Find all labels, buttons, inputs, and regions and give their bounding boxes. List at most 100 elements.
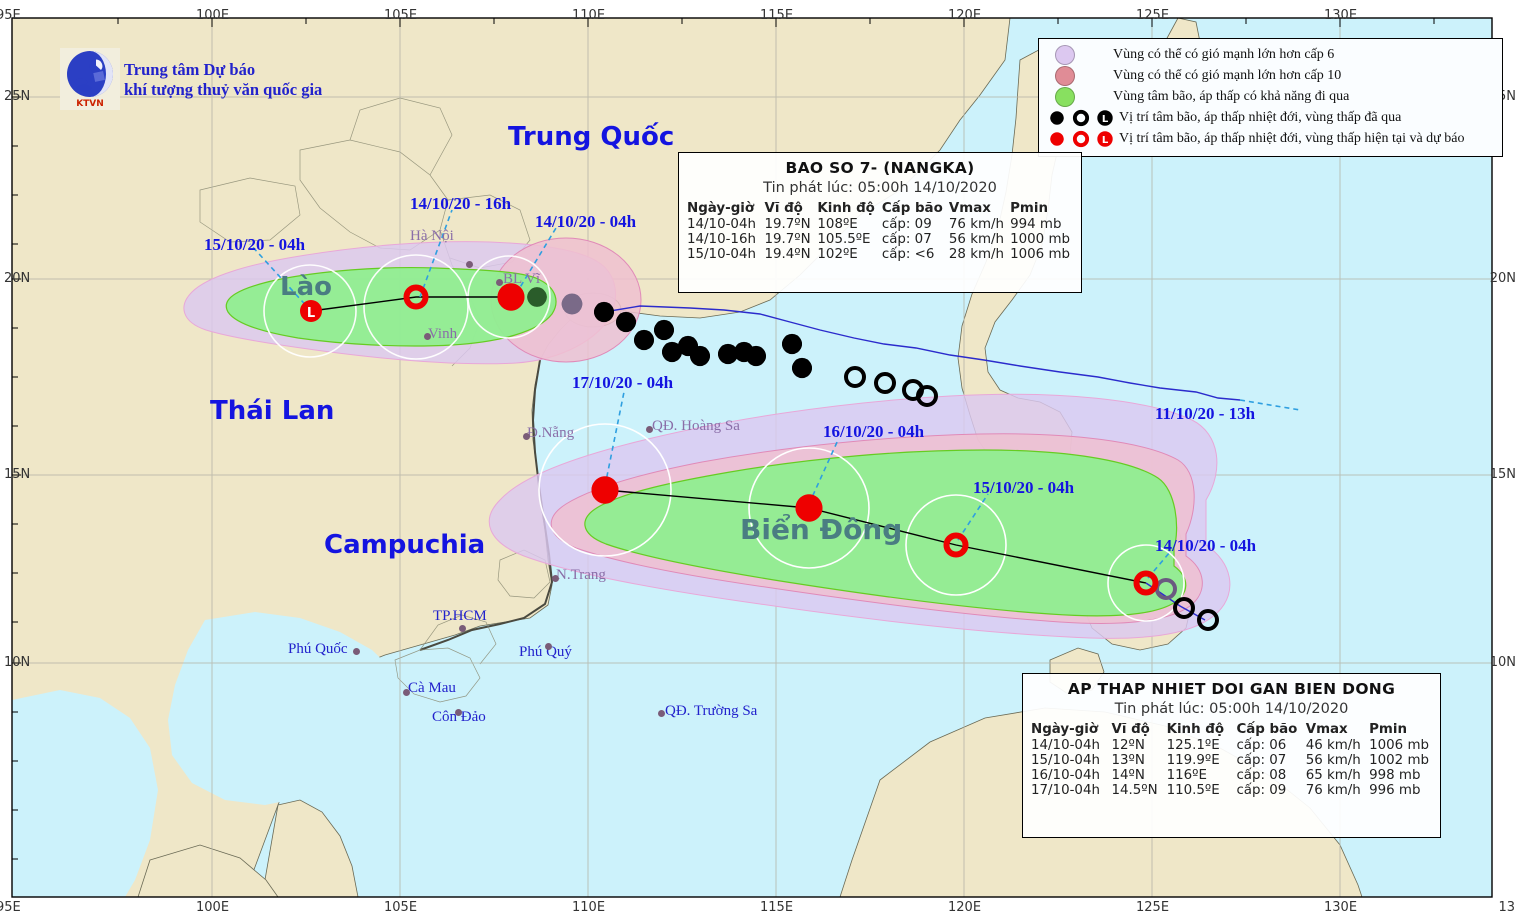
lon-tick-bottom-125E: 125E [1136,900,1170,915]
lon-tick-top-100E: 100E [196,8,230,23]
label-15-10-04h-north: 15/10/20 - 04h [204,235,306,254]
legend-label-3: Vị trí tâm bão, áp thấp nhiệt đới, vùng … [1119,109,1402,125]
symbol-atnd-16-10-04h [795,494,823,522]
city-label-c-n-o: Côn Đảo [432,709,486,725]
city-dot-icon [545,643,552,650]
past-typhoon-symbols [594,301,812,379]
axis-corner-label: 13 [1498,900,1515,915]
lon-tick-bottom-100E: 100E [196,900,230,915]
city-label-vinh: Vinh [428,326,458,342]
depression-title: AP THAP NHIET DOI GAN BIEN DONG [1067,680,1396,698]
storm-cell-2-3: cấp: <6 [881,247,935,262]
map-label-biển-đông: Biển Đông [740,513,903,546]
atnd-circle-17-10 [538,423,672,557]
storm-cell-0-4: 76 km/h [948,217,1004,232]
depression-row: 17/10-04h 14.5ºN 110.5ºE cấp: 09 76 km/h 996 … [1031,783,1432,798]
nangka-forecast-line [310,296,509,312]
legend-row-0: Vùng có thể có gió mạnh lớn hơn cấp 6 [1045,44,1496,65]
city-label-ph-qu-c: Phú Quốc [288,641,348,657]
map-frame [11,17,1493,898]
legend-swatch-circle-light-purple-icon [1045,44,1113,65]
agency-name-line2: khí tượng thuỷ văn quốc gia [124,80,323,99]
storm-info-panel: BAO SO 7- (NANGKA) Tin phát lúc: 05:00h … [678,152,1082,293]
storm-cell-1-2: 105.5ºE [817,232,871,247]
storm-col-3: Cấp bão [881,201,943,216]
svg-text:KTVN: KTVN [76,99,104,109]
storm-cell-2-4: 28 km/h [948,247,1004,262]
label-11-10-13h: 11/10/20 - 13h [1155,404,1256,423]
map-label-thái-lan: Thái Lan [210,396,335,426]
legend-row-2: Vùng tâm bão, áp thấp có khả năng đi qua [1045,86,1496,107]
depression-cell-3-3: cấp: 09 [1236,783,1287,798]
storm-cell-2-0: 15/10-04h [687,247,756,262]
label-14-10-16h: 14/10/20 - 16h [410,194,512,213]
sumatra-island [137,844,279,897]
city-dot-icon [353,648,360,655]
depression-row: 16/10-04h 14ºN 116ºE cấp: 08 65 km/h 998 mb [1031,768,1432,783]
nangka-time-leaders [249,209,557,312]
depression-row: 15/10-04h 13ºN 119.9ºE cấp: 07 56 km/h 1002 m… [1031,753,1432,768]
legend-label-0: Vùng có thể có gió mạnh lớn hơn cấp 6 [1113,46,1335,62]
lat-tick-left-25N: 25N [4,89,31,104]
depression-cell-2-3: cấp: 08 [1236,768,1287,783]
city-dot-icon [459,625,466,632]
lon-tick-bottom-115E: 115E [760,900,794,915]
depression-table-header-row: Ngày-giờ Vĩ độ Kinh độ Cấp bão Vmax Pmin [1031,722,1432,738]
storm-col-4: Vmax [948,201,991,216]
depression-col-4: Vmax [1305,722,1348,737]
depression-cell-3-1: 14.5ºN [1111,783,1158,798]
axis-ticks [12,18,1435,860]
depression-cell-0-2: 125.1ºE [1166,738,1220,753]
label-14-10-04h-east: 14/10/20 - 04h [1155,536,1257,555]
city-label-c-mau: Cà Mau [408,680,456,696]
city-dot-icon [496,279,503,286]
legend-swatch-circle-green-icon [1045,86,1113,107]
storm-col-5: Pmin [1010,201,1048,216]
legend-swatch-black-storm-symbols-icon: L [1045,108,1119,128]
storm-cell-0-2: 108ºE [817,217,858,232]
storm-row: 14/10-04h 19.7ºN 108ºE cấp: 09 76 km/h 994 mb [687,217,1073,232]
city-label-tp-hcm: TP.HCM [433,608,487,624]
city-dot-icon [455,709,462,716]
depression-cell-1-0: 15/10-04h [1031,753,1100,768]
storm-table-header-row: Ngày-giờ Vĩ độ Kinh độ Cấp bão Vmax Pmin [687,201,1073,217]
lon-tick-top-110E: 110E [572,8,606,23]
storm-issued-time: Tin phát lúc: 05:00h 14/10/2020 [763,180,997,196]
label-17-10-04h: 17/10/20 - 04h [572,373,674,392]
depression-issued-time: Tin phát lúc: 05:00h 14/10/2020 [1114,701,1349,717]
storm-cell-0-1: 19.7ºN [764,217,811,232]
atnd-circle-16-10 [748,447,870,569]
city-dot-icon [466,261,473,268]
atnd-circle-14-10 [1107,544,1185,622]
lon-tick-top-130E: 130E [1324,8,1358,23]
depression-cell-2-4: 65 km/h [1305,768,1361,783]
storm-row: 14/10-16h 19.7ºN 105.5ºE cấp: 07 56 km/h 1000… [687,232,1073,247]
svg-text:L: L [1102,134,1109,145]
atnd-recent-open-circle [1155,578,1177,600]
city-label-ph-qu-: Phú Quý [519,644,572,660]
storm-cell-1-4: 56 km/h [948,232,1004,247]
city-dot-icon [424,333,431,340]
atnd-zone-center [584,449,1187,617]
depression-cell-1-1: 13ºN [1111,753,1145,768]
depression-col-0: Ngày-giờ [1031,722,1099,737]
legend-swatch-circle-rose-icon [1045,65,1113,86]
depression-col-2: Kinh độ [1166,722,1225,737]
label-16-10-04h: 16/10/20 - 04h [823,422,925,441]
nangka-circle-14-10-16h [363,254,469,360]
depression-cell-0-0: 14/10-04h [1031,738,1100,753]
depression-cell-1-4: 56 km/h [1305,753,1361,768]
lat-tick-left-20N: 20N [4,271,31,286]
depression-col-3: Cấp bão [1236,722,1298,737]
lon-tick-bottom-105E: 105E [384,900,418,915]
city-dot-icon [523,433,530,440]
lat-tick-right-10N: 10N [1489,655,1516,670]
storm-cell-0-0: 14/10-04h [687,217,756,232]
lon-tick-bottom-130E: 130E [1324,900,1358,915]
storm-cell-1-3: cấp: 07 [881,232,932,247]
storm-cell-0-3: cấp: 09 [881,217,932,232]
legend-label-4: Vị trí tâm bão, áp thấp nhiệt đới, vùng … [1119,130,1465,146]
svg-text:L: L [1102,113,1109,124]
depression-cell-2-2: 116ºE [1166,768,1207,783]
depression-cell-2-0: 16/10-04h [1031,768,1100,783]
